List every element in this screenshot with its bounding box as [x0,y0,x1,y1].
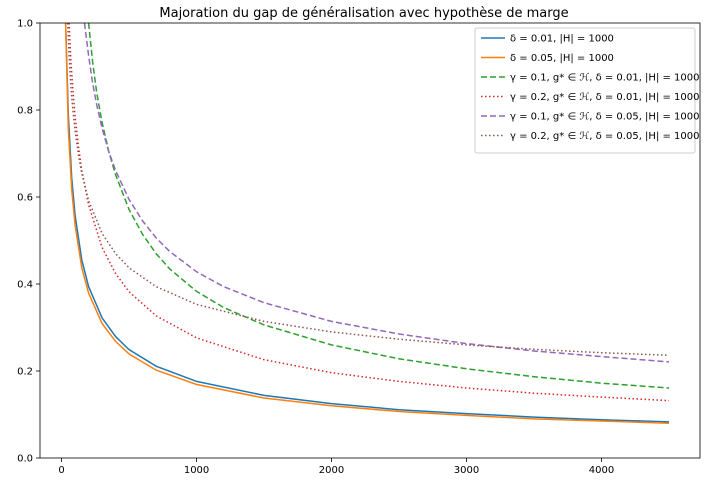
legend-label-4: γ = 0.2, g* ∈ ℋ, δ = 0.01, |H| = 1000 [510,92,700,103]
x-tick-label: 3000 [454,465,479,476]
axes-frame [39,22,701,459]
series-line-4 [68,23,670,402]
legend: δ = 0.01, |H| = 1000 δ = 0.05, |H| = 1000… [474,27,700,154]
x-tick-label: 1000 [184,465,209,476]
y-tick-label: 0.2 [17,367,33,378]
x-tick-label: 0 [58,465,64,476]
plot-area: 0 1000 2000 3000 4000 0.0 0.2 0.4 0.6 0.8 1.0 [17,19,701,476]
y-tick-label: 0.0 [17,454,33,465]
y-tick-label: 1.0 [17,19,33,30]
legend-box [474,27,696,154]
series-line-3 [87,23,670,389]
legend-label-5: γ = 0.1, g* ∈ ℋ, δ = 0.05, |H| = 1000 [510,112,700,123]
legend-label-6: γ = 0.2, g* ∈ ℋ, δ = 0.05, |H| = 1000 [510,131,700,142]
legend-label-2: δ = 0.05, |H| = 1000 [510,53,614,64]
legend-label-1: δ = 0.01, |H| = 1000 [510,34,614,45]
series-lines [64,23,670,424]
series-line-2 [64,23,670,424]
y-tick-label: 0.6 [17,193,33,204]
x-tick-label: 2000 [319,465,344,476]
series-line-6 [66,23,670,357]
series-line-5 [83,23,670,363]
y-tick-label: 0.4 [17,280,33,291]
y-tick-label: 0.8 [17,106,33,117]
series-line-1 [64,23,670,423]
legend-label-3: γ = 0.1, g* ∈ ℋ, δ = 0.01, |H| = 1000 [510,73,700,84]
chart-title: Majoration du gap de généralisation avec… [159,6,568,21]
x-tick-label: 4000 [589,465,614,476]
